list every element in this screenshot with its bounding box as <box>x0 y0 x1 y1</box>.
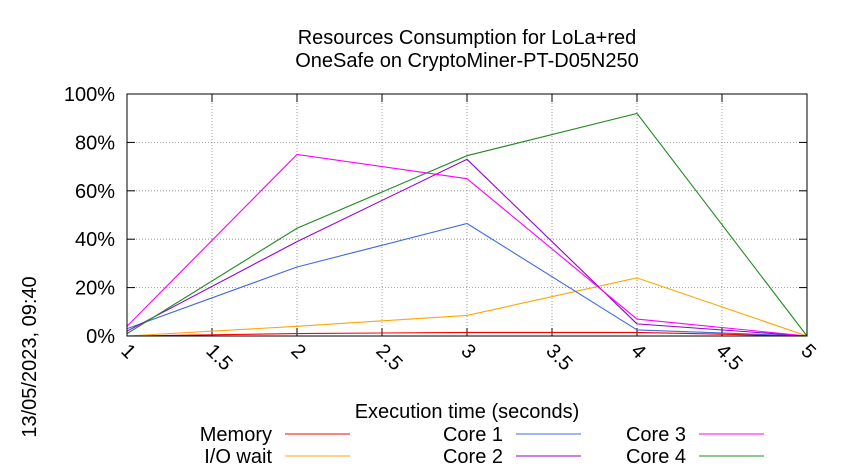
y-tick-labels: 0% 20% 40% 60% 80% 100% <box>64 84 115 348</box>
legend-label-core-4: Core 4 <box>626 446 686 468</box>
plot-frame <box>126 93 808 337</box>
x-tick-label: 4 <box>626 340 649 363</box>
timestamp-label: 13/05/2023, 09:40 <box>19 276 41 437</box>
x-tick-label: 3 <box>456 340 479 363</box>
x-tick-label: 3.5 <box>541 340 576 375</box>
chart-title-line-2: OneSafe on CryptoMiner-PT-D05N250 <box>295 50 639 72</box>
chart-title-line-1: Resources Consumption for LoLa+red <box>298 27 637 49</box>
legend-label-memory: Memory <box>200 424 272 446</box>
legend-label-core-3: Core 3 <box>626 424 686 446</box>
x-tick-label: 1.5 <box>201 340 236 375</box>
y-tick-label: 60% <box>75 181 115 203</box>
x-tick-label: 2 <box>286 340 309 363</box>
series-line-core-2 <box>126 158 808 337</box>
legend-label-core-2: Core 2 <box>443 446 503 468</box>
legend-label-i-o-wait: I/O wait <box>204 446 272 468</box>
y-tick-label: 0% <box>86 326 115 348</box>
grid-lines <box>127 94 807 336</box>
x-tick-labels: 1 1.5 2 2.5 3 3.5 4 4.5 5 <box>116 340 819 375</box>
x-axis-label: Execution time (seconds) <box>355 401 580 423</box>
series-lines <box>126 112 808 337</box>
series-line-memory <box>126 331 808 337</box>
y-tick-label: 40% <box>75 229 115 251</box>
y-tick-label: 100% <box>64 84 115 106</box>
series-line-i-o-wait <box>126 277 808 337</box>
x-tick-label: 4.5 <box>711 340 746 375</box>
series-line-core-4 <box>126 112 808 337</box>
y-tick-label: 20% <box>75 278 115 300</box>
y-tick-label: 80% <box>75 132 115 154</box>
series-line-core-1 <box>126 222 808 337</box>
series-line-core-3 <box>126 153 808 337</box>
legend-label-core-1: Core 1 <box>443 424 503 446</box>
x-tick-label: 1 <box>116 340 139 363</box>
x-tick-label: 2.5 <box>371 340 406 375</box>
x-tick-label: 5 <box>796 340 819 363</box>
